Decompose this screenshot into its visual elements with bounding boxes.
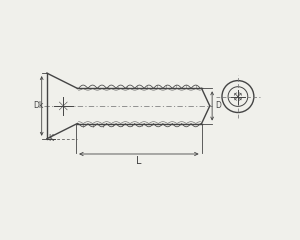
Text: K: K (48, 134, 53, 143)
Text: Dk: Dk (33, 102, 44, 110)
Text: D: D (215, 102, 221, 110)
Text: L: L (136, 156, 141, 166)
